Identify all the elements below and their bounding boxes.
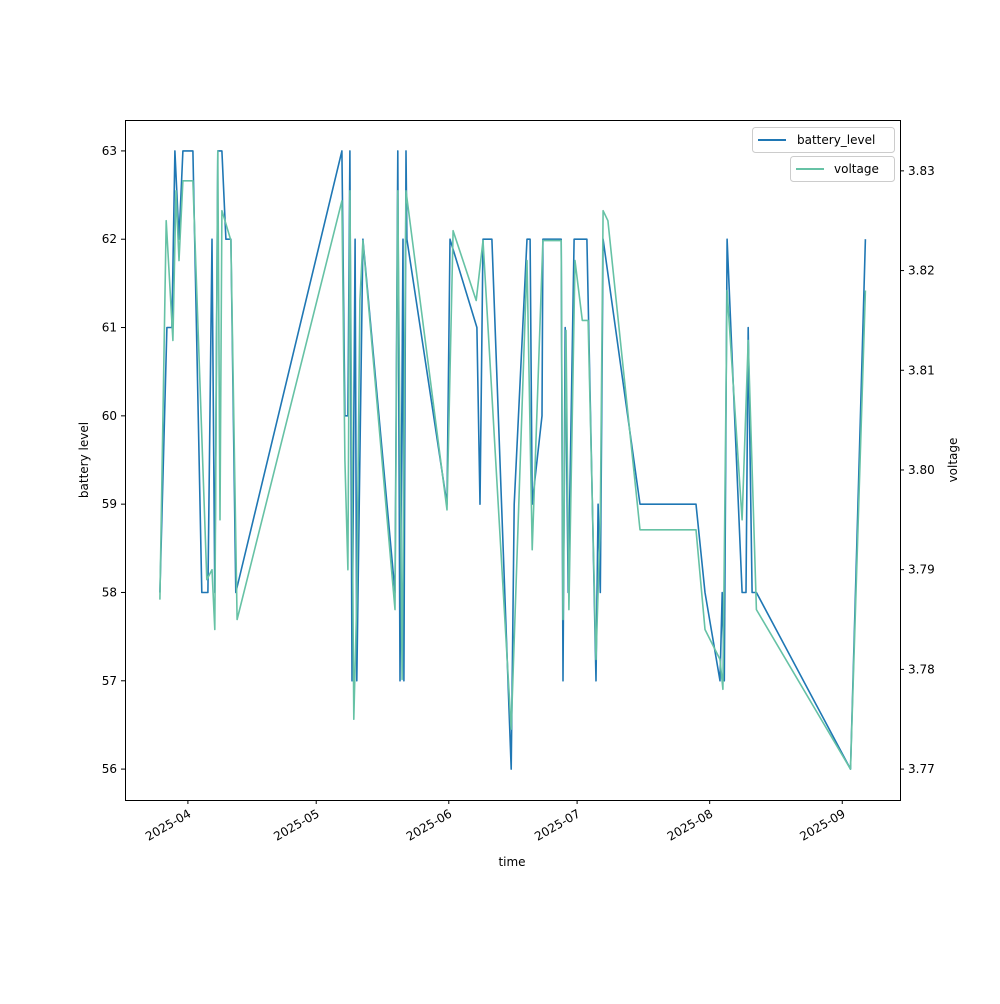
y-axis-right-label: voltage [946,438,960,483]
x-tick-label: 2025-07 [532,806,582,843]
x-tick-label: 2025-05 [271,806,321,843]
legend-battery-level: battery_level [752,127,895,153]
y-right-tick-label: 3.82 [908,264,935,278]
y-right-tick-label: 3.81 [908,363,935,377]
y-axis-left: 56 57 58 59 60 61 62 63 [102,144,125,776]
y-right-tick-label: 3.79 [908,563,935,577]
y-left-tick-label: 56 [102,762,117,776]
x-tick-label: 2025-04 [143,806,193,843]
legend-label-battery: battery_level [797,133,875,147]
y-left-tick-label: 58 [102,585,117,599]
y-left-tick-label: 57 [102,674,117,688]
series-line-battery-level [159,150,867,770]
y-right-tick-label: 3.83 [908,164,935,178]
y-right-tick-label: 3.80 [908,463,935,477]
y-left-tick-label: 62 [102,232,117,246]
x-axis-label: time [498,855,525,869]
y-axis-right: 3.77 3.78 3.79 3.80 3.81 3.82 3.83 [900,164,935,776]
y-right-tick-label: 3.78 [908,662,935,676]
y-right-tick-label: 3.77 [908,762,935,776]
legend-label-voltage: voltage [834,162,879,176]
y-left-tick-label: 59 [102,497,117,511]
y-axis-left-label: battery level [77,422,91,498]
x-tick-label: 2025-09 [797,806,847,843]
y-left-tick-label: 63 [102,144,117,158]
series-line-voltage [159,150,867,770]
axes-frame [125,120,901,801]
legend-voltage: voltage [790,156,895,182]
y-left-tick-label: 61 [102,321,117,335]
x-tick-label: 2025-08 [665,806,715,843]
plot-area [159,150,867,770]
x-tick-label: 2025-06 [404,806,454,843]
y-left-tick-label: 60 [102,409,117,423]
x-axis: 2025-04 2025-05 2025-06 2025-07 2025-08 2025-… [143,800,848,844]
